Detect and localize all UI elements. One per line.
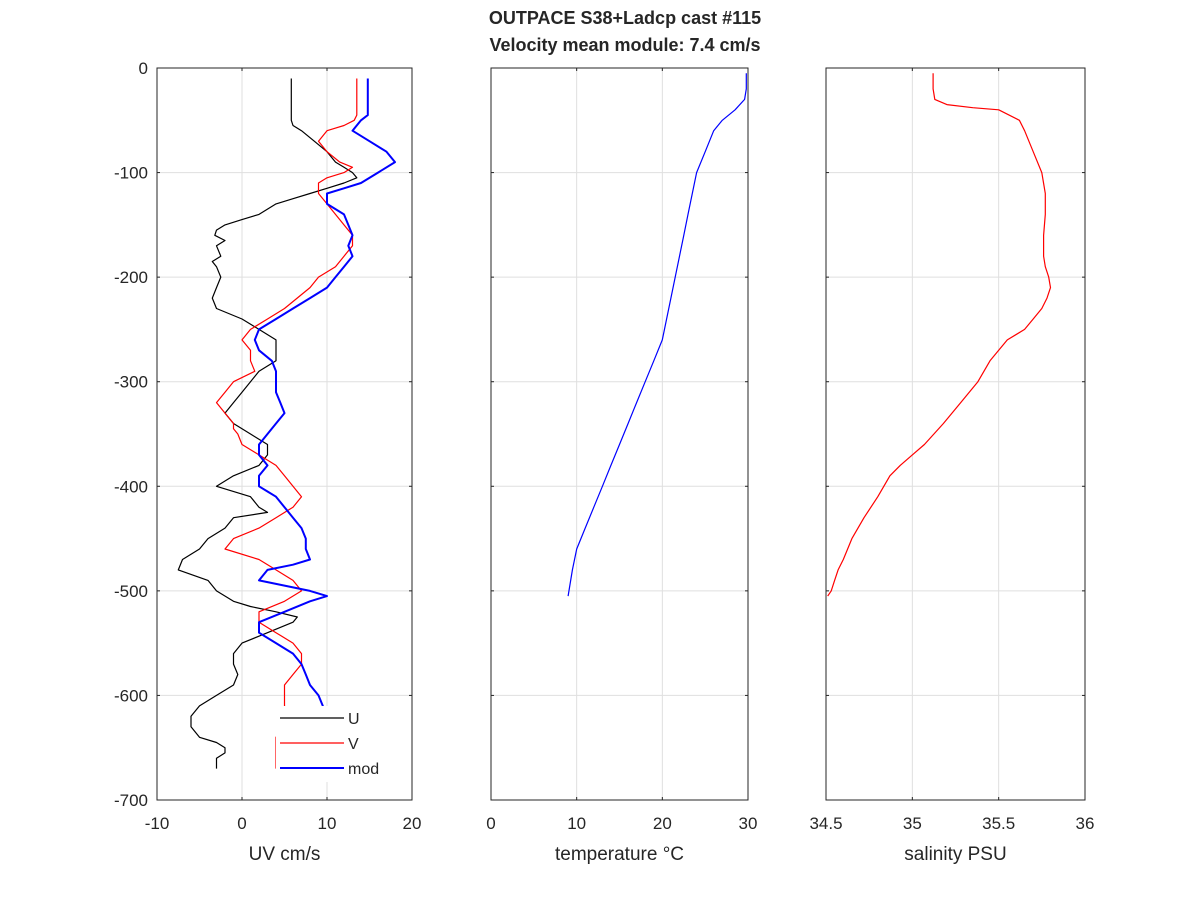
legend-label-mod: mod <box>348 761 379 778</box>
series-mod-line <box>253 78 396 769</box>
x-tick-label: 35.5 <box>982 814 1015 833</box>
y-tick-label: -100 <box>114 164 148 183</box>
y-tick-label: -700 <box>114 791 148 810</box>
x-tick-label: 0 <box>486 814 495 833</box>
x-tick-label: 20 <box>403 814 422 833</box>
legend-box <box>276 706 394 782</box>
x-tick-label: 20 <box>653 814 672 833</box>
series-v-line <box>215 78 358 769</box>
x-axis-label: temperature °C <box>555 844 684 865</box>
series-line <box>827 73 1052 597</box>
y-tick-label: -400 <box>114 477 148 496</box>
plot-area <box>157 68 412 800</box>
chart-title-line2: Velocity mean module: 7.4 cm/s <box>489 35 760 55</box>
legend-label-v: V <box>348 736 359 753</box>
panel-1: -10 0 10 200-100-200-300-400-500-600-700UV … <box>114 59 421 865</box>
panel-3: 34.5 35 35.5 36 salinity PSU <box>809 67 1095 865</box>
series-line <box>567 73 747 597</box>
x-tick-label: 10 <box>318 814 337 833</box>
legend-label-u: U <box>348 711 360 728</box>
x-tick-label: 30 <box>739 814 758 833</box>
x-tick-label: 35 <box>903 814 922 833</box>
axes-box <box>490 67 749 801</box>
plot-area <box>826 68 1085 800</box>
panel-2: 0 10 20 30 temperature °C <box>486 67 758 865</box>
axes-box <box>156 67 413 801</box>
x-tick-label: 10 <box>567 814 586 833</box>
axes-box <box>825 67 1086 801</box>
panels: -10 0 10 200-100-200-300-400-500-600-700UV … <box>114 59 1094 865</box>
y-tick-label: -600 <box>114 686 148 705</box>
y-tick-label: -300 <box>114 373 148 392</box>
x-tick-label: 34.5 <box>809 814 842 833</box>
x-tick-label: -10 <box>145 814 170 833</box>
y-tick-label: -500 <box>114 582 148 601</box>
plot-area <box>491 68 748 800</box>
chart-title-line1: OUTPACE S38+Ladcp cast #115 <box>489 8 761 28</box>
x-axis-label: salinity PSU <box>904 844 1006 865</box>
y-tick-label: 0 <box>139 59 148 78</box>
y-tick-label: -200 <box>114 268 148 287</box>
x-tick-label: 36 <box>1076 814 1095 833</box>
x-axis-label: UV cm/s <box>249 844 321 865</box>
x-tick-label: 0 <box>237 814 246 833</box>
